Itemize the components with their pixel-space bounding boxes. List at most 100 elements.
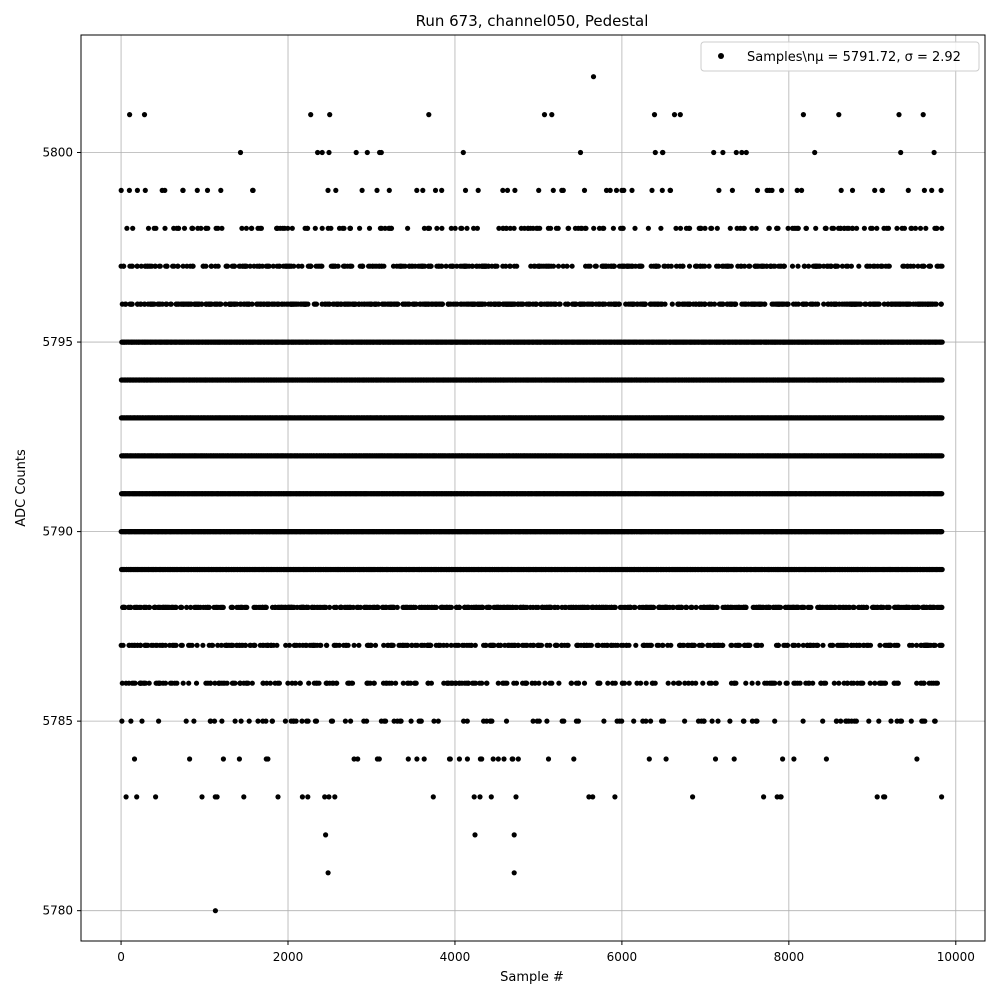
data-point bbox=[398, 263, 404, 269]
data-point bbox=[901, 225, 908, 231]
data-point bbox=[531, 263, 537, 269]
data-point bbox=[832, 301, 839, 307]
data-point bbox=[434, 225, 440, 231]
data-point bbox=[244, 301, 250, 307]
data-point bbox=[800, 301, 806, 307]
data-point bbox=[714, 225, 720, 231]
data-point bbox=[781, 263, 787, 269]
data-point bbox=[361, 301, 367, 307]
data-point bbox=[868, 225, 874, 231]
data-point bbox=[335, 301, 341, 307]
data-point bbox=[757, 301, 763, 307]
data-point bbox=[881, 225, 887, 231]
data-point bbox=[795, 263, 801, 269]
data-point bbox=[466, 263, 472, 269]
data-point bbox=[673, 225, 679, 231]
data-point bbox=[836, 112, 842, 118]
data-point bbox=[680, 301, 686, 307]
data-point bbox=[369, 263, 376, 269]
data-point bbox=[831, 225, 837, 231]
data-point bbox=[714, 263, 720, 269]
data-point bbox=[929, 187, 935, 193]
data-point bbox=[564, 263, 570, 269]
data-point bbox=[669, 301, 675, 307]
data-point bbox=[452, 225, 458, 231]
data-point bbox=[171, 225, 177, 231]
data-point bbox=[905, 187, 911, 193]
data-point bbox=[536, 187, 542, 193]
data-point bbox=[915, 263, 921, 269]
data-point bbox=[500, 187, 506, 193]
data-point bbox=[250, 187, 256, 193]
data-point bbox=[325, 187, 331, 193]
data-point bbox=[322, 301, 328, 307]
data-point bbox=[636, 263, 642, 269]
data-point bbox=[248, 225, 254, 231]
data-point bbox=[939, 263, 945, 269]
data-point bbox=[892, 301, 899, 307]
data-point bbox=[548, 263, 554, 269]
data-point bbox=[838, 187, 844, 193]
data-point bbox=[414, 187, 420, 193]
data-point bbox=[572, 225, 579, 231]
data-point bbox=[151, 225, 157, 231]
data-point bbox=[741, 225, 747, 231]
data-point bbox=[720, 301, 726, 307]
data-point bbox=[428, 263, 434, 269]
data-point bbox=[679, 263, 686, 269]
data-point bbox=[589, 301, 595, 307]
data-point bbox=[909, 225, 915, 231]
data-point bbox=[654, 263, 660, 269]
data-point bbox=[769, 187, 775, 193]
data-point bbox=[439, 301, 445, 307]
data-point bbox=[382, 225, 388, 231]
data-point bbox=[878, 263, 885, 269]
data-point bbox=[662, 301, 668, 307]
data-point bbox=[305, 225, 311, 231]
data-point bbox=[357, 263, 363, 269]
data-point bbox=[208, 263, 214, 269]
data-point bbox=[264, 263, 270, 269]
data-point bbox=[900, 263, 906, 269]
data-point bbox=[870, 301, 876, 307]
data-point bbox=[450, 263, 456, 269]
data-point bbox=[417, 263, 423, 269]
data-point bbox=[387, 301, 393, 307]
data-point bbox=[806, 263, 812, 269]
data-point bbox=[841, 225, 847, 231]
data-point bbox=[625, 263, 631, 269]
data-point bbox=[288, 301, 295, 307]
data-point bbox=[781, 301, 787, 307]
data-point bbox=[709, 225, 715, 231]
data-point bbox=[794, 187, 800, 193]
data-point bbox=[729, 187, 736, 193]
data-point bbox=[493, 301, 499, 307]
data-point bbox=[157, 301, 163, 307]
data-point bbox=[563, 301, 569, 307]
data-point bbox=[560, 263, 566, 269]
data-point bbox=[192, 301, 198, 307]
data-point bbox=[142, 263, 149, 269]
data-point bbox=[171, 263, 177, 269]
data-point bbox=[138, 263, 144, 269]
data-point bbox=[613, 187, 620, 193]
data-point bbox=[700, 263, 706, 269]
data-point bbox=[739, 149, 745, 156]
data-point bbox=[596, 225, 603, 231]
data-point bbox=[514, 263, 520, 269]
data-point bbox=[236, 263, 242, 269]
data-point bbox=[181, 225, 188, 231]
data-point bbox=[933, 225, 940, 231]
data-point bbox=[218, 187, 224, 193]
data-point bbox=[692, 263, 699, 269]
data-point bbox=[286, 263, 292, 269]
data-point bbox=[607, 187, 613, 193]
data-point bbox=[659, 187, 665, 193]
data-point bbox=[163, 301, 169, 307]
data-point bbox=[801, 263, 807, 269]
data-point bbox=[272, 301, 278, 307]
data-point bbox=[587, 263, 593, 269]
data-point bbox=[462, 187, 469, 193]
data-point bbox=[569, 263, 575, 269]
